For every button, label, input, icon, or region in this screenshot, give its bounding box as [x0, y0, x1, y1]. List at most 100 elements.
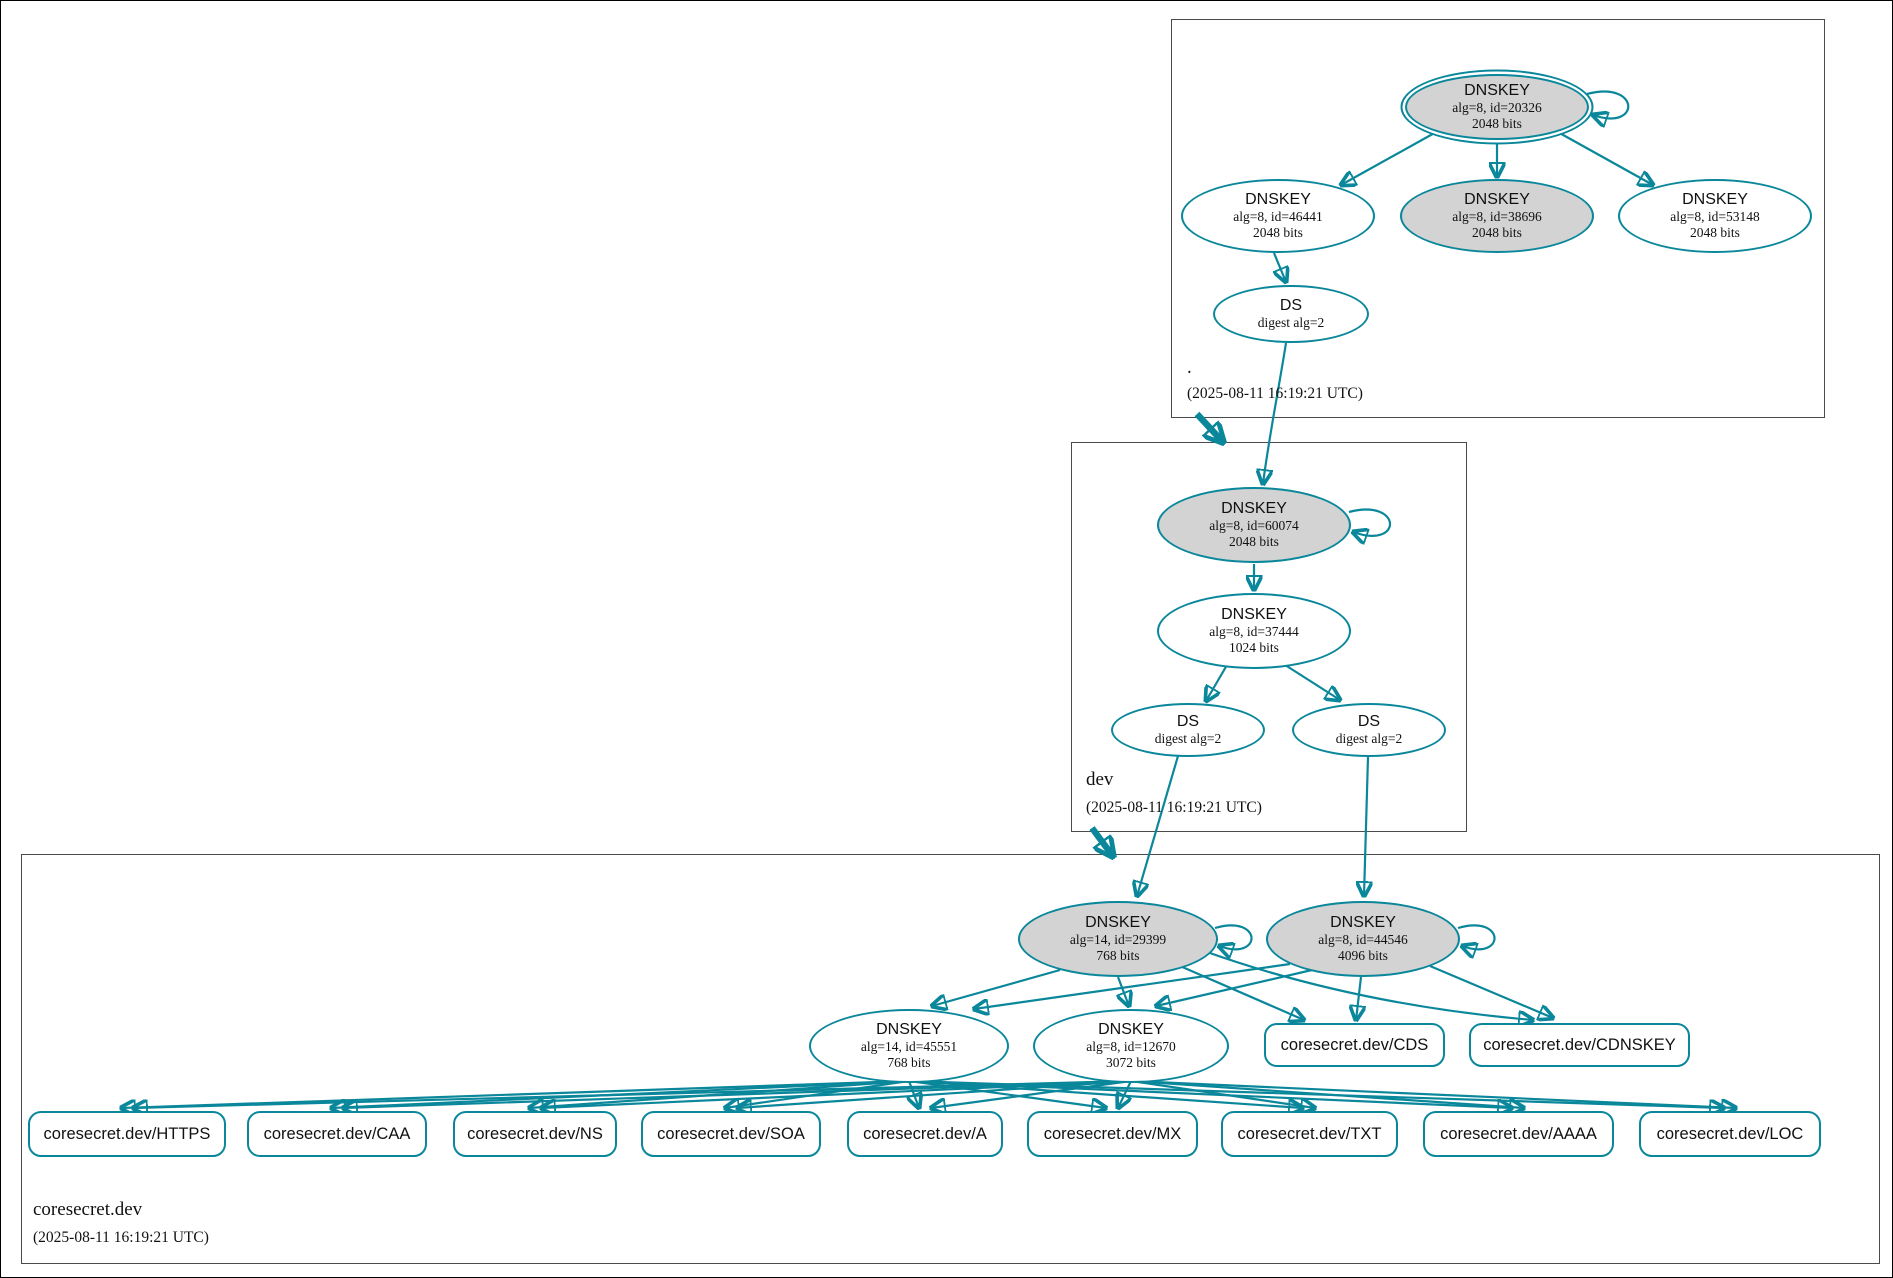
edge-ksk44546-cds	[1356, 976, 1361, 1020]
rrset-box-mx[interactable]: coresecret.dev/MX	[1027, 1111, 1198, 1157]
ds-node-dev-right[interactable]: DS digest alg=2	[1292, 703, 1446, 757]
zone-timestamp-coresecret-dev: (2025-08-11 16:19:21 UTC)	[33, 1229, 209, 1246]
zone-timestamp-dev: (2025-08-11 16:19:21 UTC)	[1086, 799, 1262, 816]
dnskey-node-38696[interactable]: DNSKEY alg=8, id=38696 2048 bits	[1400, 179, 1594, 253]
node-bits: 2048 bits	[1253, 225, 1303, 240]
ds-node-root[interactable]: DS digest alg=2	[1213, 285, 1369, 343]
dnskey-node-44546[interactable]: DNSKEY alg=8, id=44546 4096 bits	[1266, 901, 1460, 977]
node-alg: alg=8, id=38696	[1452, 209, 1542, 224]
edge-zsk12670-soa	[737, 1079, 1132, 1108]
dnskey-node-60074[interactable]: DNSKEY alg=8, id=60074 2048 bits	[1157, 487, 1351, 563]
rrset-box-txt[interactable]: coresecret.dev/TXT	[1221, 1111, 1398, 1157]
rrset-box-cds[interactable]: coresecret.dev/CDS	[1264, 1023, 1445, 1067]
edge-ksk20326-zsk53148	[1555, 130, 1653, 185]
edge-zsk45551-https	[121, 1079, 910, 1108]
node-title: DNSKEY	[876, 1021, 942, 1038]
dnskey-node-46441[interactable]: DNSKEY alg=8, id=46441 2048 bits	[1181, 179, 1375, 253]
rrset-label: coresecret.dev/LOC	[1656, 1124, 1804, 1143]
edge-ksk29399-zsk45551	[932, 968, 1061, 1006]
dnskey-node-29399[interactable]: DNSKEY alg=14, id=29399 768 bits	[1018, 901, 1218, 977]
edge-ksk60074-self	[1349, 508, 1391, 536]
node-title: DNSKEY	[1085, 914, 1151, 931]
edge-zsk12670-aaaa	[1130, 1079, 1524, 1108]
edge-dsroot-ksk60074	[1263, 342, 1288, 484]
node-bits: 768 bits	[887, 1055, 931, 1070]
node-alg: alg=8, id=53148	[1670, 209, 1760, 224]
node-title: DS	[1357, 713, 1381, 730]
rrset-box-loc[interactable]: coresecret.dev/LOC	[1639, 1111, 1821, 1157]
rrset-label: coresecret.dev/TXT	[1237, 1124, 1382, 1143]
edge-zsk12670-ns	[541, 1079, 1132, 1108]
node-bits: 4096 bits	[1338, 948, 1388, 963]
node-title: DNSKEY	[1464, 191, 1530, 208]
rrset-label: coresecret.dev/HTTPS	[43, 1124, 211, 1143]
node-alg: alg=8, id=46441	[1233, 209, 1323, 224]
rrset-label: coresecret.dev/CAA	[263, 1124, 411, 1143]
rrset-box-ns[interactable]: coresecret.dev/NS	[453, 1111, 617, 1157]
node-bits: 2048 bits	[1472, 116, 1522, 131]
rrset-box-cdnskey[interactable]: coresecret.dev/CDNSKEY	[1469, 1023, 1690, 1067]
node-title: DNSKEY	[1245, 191, 1311, 208]
rrset-label: coresecret.dev/A	[863, 1124, 987, 1143]
node-title: DNSKEY	[1098, 1021, 1164, 1038]
node-bits: 2048 bits	[1690, 225, 1740, 240]
node-title: DNSKEY	[1330, 914, 1396, 931]
rrset-label: coresecret.dev/CDNSKEY	[1483, 1035, 1676, 1054]
node-alg: alg=14, id=45551	[860, 1039, 958, 1054]
node-alg: alg=8, id=37444	[1209, 624, 1299, 639]
rrset-box-soa[interactable]: coresecret.dev/SOA	[641, 1111, 821, 1157]
rrset-label: coresecret.dev/AAAA	[1440, 1124, 1597, 1143]
edge-ksk29399-self	[1215, 924, 1253, 949]
node-title: DNSKEY	[1221, 606, 1287, 623]
edge-zsk12670-mx	[1118, 1080, 1132, 1108]
edge-zsk37444-dsleft	[1206, 664, 1228, 701]
node-alg: digest alg=2	[1257, 315, 1325, 330]
zone-cluster-root	[1171, 19, 1825, 418]
rrset-label: coresecret.dev/MX	[1043, 1124, 1182, 1143]
node-title: DS	[1176, 713, 1200, 730]
rrset-label: coresecret.dev/SOA	[657, 1124, 805, 1143]
ds-node-dev-left[interactable]: DS digest alg=2	[1111, 703, 1265, 757]
edge-ksk29399-cds	[1179, 964, 1304, 1020]
edge-ksk29399-zsk12670	[1118, 976, 1129, 1006]
edge-ksk20326-self	[1586, 90, 1630, 119]
rrset-label: coresecret.dev/NS	[467, 1124, 603, 1143]
node-bits: 2048 bits	[1229, 534, 1279, 549]
node-bits: 1024 bits	[1229, 640, 1279, 655]
node-alg: alg=14, id=29399	[1069, 932, 1167, 947]
node-alg: alg=8, id=60074	[1209, 518, 1299, 533]
node-title: DNSKEY	[1464, 82, 1530, 99]
edge-ksk20326-zsk46441	[1341, 130, 1439, 185]
edge-ksk44546-self	[1458, 924, 1496, 949]
node-bits: 2048 bits	[1472, 225, 1522, 240]
edge-ksk44546-zsk45551	[974, 962, 1291, 1009]
edge-zsk37444-dsright	[1281, 662, 1340, 700]
node-alg: alg=8, id=44546	[1318, 932, 1408, 947]
node-title: DNSKEY	[1221, 500, 1287, 517]
dnskey-node-20326[interactable]: DNSKEY alg=8, id=20326 2048 bits	[1405, 74, 1589, 140]
rrset-box-https[interactable]: coresecret.dev/HTTPS	[28, 1111, 226, 1157]
dnskey-node-37444[interactable]: DNSKEY alg=8, id=37444 1024 bits	[1157, 593, 1351, 669]
node-title: DNSKEY	[1682, 191, 1748, 208]
dnskey-node-12670[interactable]: DNSKEY alg=8, id=12670 3072 bits	[1033, 1009, 1229, 1083]
zone-label-coresecret-dev: coresecret.dev	[33, 1199, 143, 1220]
delegation-arrow-root-dev	[1194, 411, 1222, 441]
node-bits: 3072 bits	[1106, 1055, 1156, 1070]
rrset-box-caa[interactable]: coresecret.dev/CAA	[247, 1111, 427, 1157]
edge-zsk12670-loc	[1130, 1079, 1736, 1108]
node-bits: 768 bits	[1096, 948, 1140, 963]
node-alg: digest alg=2	[1154, 731, 1222, 746]
node-alg: digest alg=2	[1335, 731, 1403, 746]
rrset-box-aaaa[interactable]: coresecret.dev/AAAA	[1423, 1111, 1614, 1157]
zone-label-root: .	[1187, 357, 1192, 378]
zone-timestamp-root: (2025-08-11 16:19:21 UTC)	[1187, 385, 1363, 402]
node-alg: alg=8, id=20326	[1452, 100, 1542, 115]
rrset-box-a[interactable]: coresecret.dev/A	[847, 1111, 1003, 1157]
node-alg: alg=8, id=12670	[1086, 1039, 1176, 1054]
edge-zsk45551-a	[909, 1080, 919, 1108]
edge-dsright-ksk44546	[1364, 756, 1368, 896]
dnskey-node-53148[interactable]: DNSKEY alg=8, id=53148 2048 bits	[1618, 179, 1812, 253]
dnskey-node-45551[interactable]: DNSKEY alg=14, id=45551 768 bits	[809, 1009, 1009, 1083]
